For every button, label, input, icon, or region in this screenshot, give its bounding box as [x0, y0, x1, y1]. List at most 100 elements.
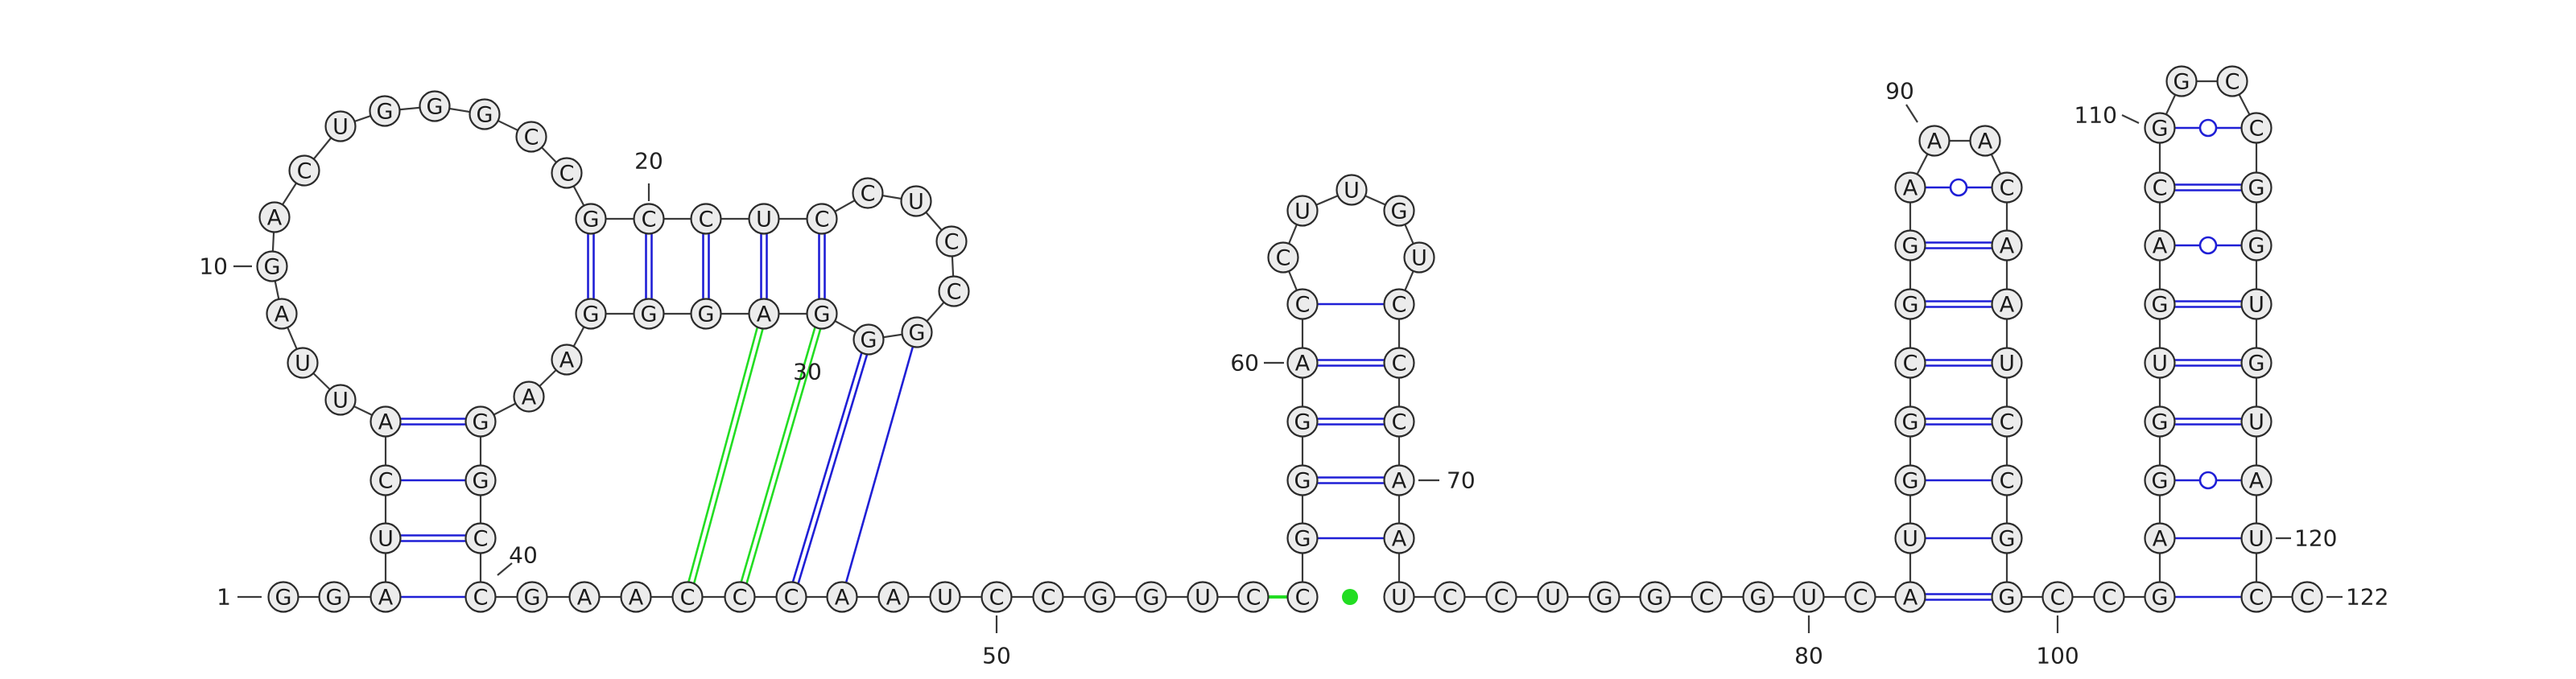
nucleotide-letter: C: [2153, 176, 2168, 201]
nucleotide-letter: U: [2152, 352, 2168, 377]
nucleotide-11: A: [258, 201, 291, 233]
nucleotide-letter: U: [1195, 586, 1211, 611]
nucleotide-circle: [1383, 195, 1415, 227]
nucleotide-letter: C: [559, 162, 575, 187]
nucleotide-circle: [575, 203, 607, 235]
nucleotide-letter: G: [1092, 586, 1108, 611]
position-label-40: 40: [509, 542, 538, 569]
nucleotide-circle: [1032, 581, 1064, 613]
nucleotide-45: C: [724, 581, 756, 613]
nucleotide-letter: G: [275, 586, 292, 611]
nucleotide-letter: C: [2225, 70, 2240, 95]
nucleotide-circle: [2240, 581, 2273, 613]
nucleotide-letter: C: [680, 586, 696, 611]
nucleotide-26: C: [935, 225, 968, 257]
nucleotide-circle: [901, 316, 933, 348]
nucleotide-letter: C: [1699, 586, 1715, 611]
nucleotide-58: G: [1286, 464, 1319, 496]
nucleotide-102: G: [2144, 581, 2176, 613]
nucleotide-circle: [938, 275, 970, 307]
nucleotide-64: U: [1335, 174, 1368, 206]
nucleotide-69: C: [1383, 405, 1415, 438]
nucleotide-letter: C: [1494, 586, 1509, 611]
nucleotide-2: G: [318, 581, 350, 613]
nucleotide-letter: C: [378, 469, 394, 494]
nucleotide-30: G: [806, 298, 838, 330]
nucleotide-circle: [369, 405, 402, 438]
nucleotide-87: G: [1894, 288, 1926, 320]
position-tick: [497, 562, 513, 576]
nucleotide-circle: [513, 381, 545, 413]
position-label-120: 120: [2294, 525, 2337, 552]
nucleotide-letter: C: [2000, 176, 2015, 201]
base-pair-45-30: [740, 327, 816, 582]
position-label-1: 1: [217, 584, 231, 611]
nucleotide-circle: [1286, 522, 1319, 554]
nucleotide-circle: [1690, 581, 1723, 613]
nucleotide-103: A: [2144, 522, 2176, 554]
nucleotide-letter: A: [2153, 234, 2168, 259]
nucleotide-91: A: [1969, 125, 2001, 157]
nucleotide-letter: C: [1392, 410, 1407, 435]
nucleotide-letter: C: [1392, 293, 1407, 318]
nucleotide-52: G: [1084, 581, 1116, 613]
nucleotide-letter: G: [2152, 293, 2169, 318]
position-tick: [2121, 114, 2140, 124]
nucleotide-circle: [2240, 112, 2273, 144]
nucleotide-circle: [1286, 581, 1319, 613]
nucleotide-circle: [806, 298, 838, 330]
nucleotide-circle: [1383, 288, 1415, 320]
nucleotide-66: U: [1403, 241, 1435, 274]
nucleotide-circle: [1084, 581, 1116, 613]
nucleotide-circle: [551, 157, 583, 189]
nucleotide-circle: [1894, 522, 1926, 554]
nucleotide-letter: U: [1294, 200, 1311, 224]
nucleotide-letter: C: [1392, 352, 1407, 377]
nucleotide-17: C: [515, 121, 547, 153]
nucleotide-letter: U: [937, 586, 953, 611]
nucleotide-letter: A: [2249, 469, 2264, 494]
nucleotide-34: G: [575, 298, 607, 330]
base-pair-46-29: [791, 352, 863, 582]
nucleotide-circle: [2144, 581, 2176, 613]
nucleotide-82: A: [1894, 581, 1926, 613]
nucleotide-letter: C: [944, 230, 960, 255]
nucleotide-letter: A: [1927, 130, 1942, 154]
nucleotide-circle: [2144, 288, 2176, 320]
nucleotide-circle: [266, 298, 298, 330]
nucleotide-121: C: [2240, 581, 2273, 613]
nucleotide-letter: G: [326, 586, 343, 611]
nucleotide-circle: [2240, 464, 2273, 496]
position-label-90: 90: [1885, 78, 1914, 105]
nucleotide-letter: A: [886, 586, 902, 611]
nucleotide-circle: [1894, 288, 1926, 320]
nucleotide-99: G: [1991, 581, 2023, 613]
nucleotide-letter: G: [1294, 527, 1311, 552]
nucleotide-circle: [469, 98, 501, 130]
nucleotide-letter: A: [2000, 234, 2015, 259]
nucleotide-letter: U: [2248, 527, 2264, 552]
nucleotide-1: G: [267, 581, 299, 613]
nucleotide-letter: C: [2050, 586, 2066, 611]
nucleotide-54: U: [1187, 581, 1219, 613]
nucleotide-118: U: [2240, 405, 2273, 438]
nucleotide-letter: A: [1978, 130, 1993, 154]
wobble-pair-marker: [1949, 178, 1968, 197]
nucleotide-22: U: [748, 203, 780, 235]
position-label-122: 122: [2346, 584, 2388, 611]
nucleotide-93: A: [1991, 229, 2023, 261]
nucleotide-61: C: [1286, 288, 1319, 320]
nucleotide-41: G: [516, 581, 548, 613]
nucleotide-letter: G: [1647, 586, 1664, 611]
nucleotide-42: A: [568, 581, 601, 613]
nucleotide-circle: [2240, 405, 2273, 438]
nucleotide-circle: [419, 90, 451, 122]
base-pair-44-31: [687, 327, 759, 582]
nucleotide-letter: G: [2174, 70, 2190, 95]
nucleotide-111: G: [2165, 65, 2198, 97]
nucleotide-letter: C: [1295, 586, 1311, 611]
nucleotide-27: C: [938, 275, 970, 307]
nucleotide-71: A: [1383, 522, 1415, 554]
